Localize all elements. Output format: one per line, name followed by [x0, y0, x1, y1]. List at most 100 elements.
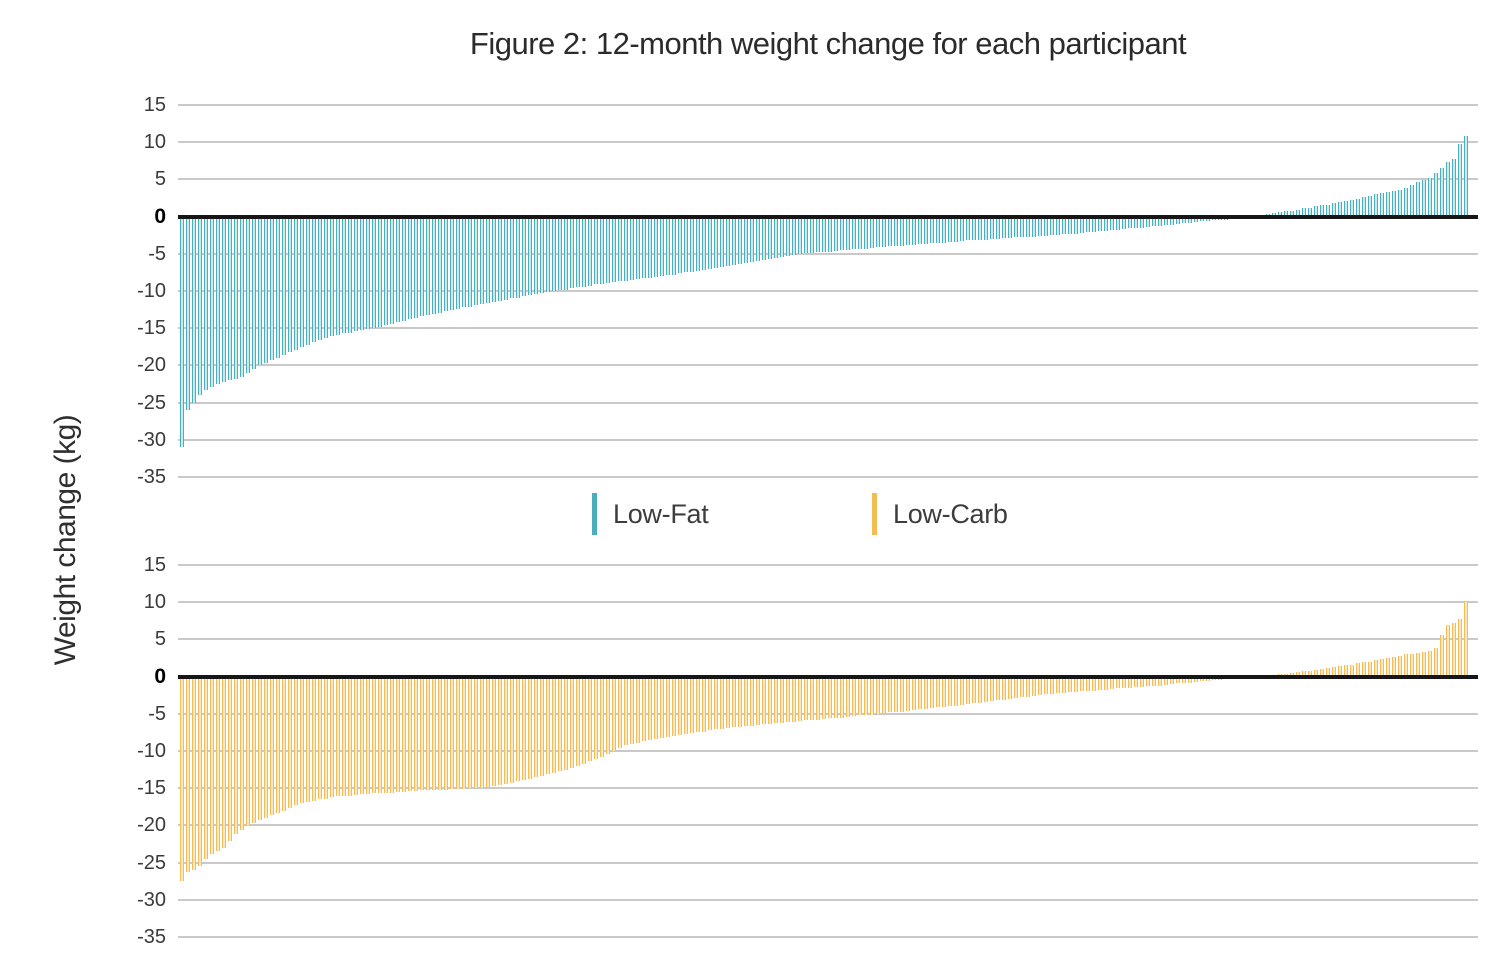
- participant-bar: [768, 216, 772, 259]
- participant-bar: [774, 676, 778, 724]
- participant-bar: [882, 216, 886, 248]
- low-fat-panel: 15 10 5 0 -5 -10 -15 -20 -25 -30 -35: [137, 94, 1478, 488]
- participant-bar: [834, 216, 838, 251]
- participant-bar: [408, 216, 412, 320]
- participant-bar: [624, 216, 628, 281]
- participant-bar: [672, 216, 676, 275]
- participant-bar: [792, 216, 796, 255]
- y-tick-label: 5: [154, 628, 166, 651]
- participant-bar: [504, 216, 508, 300]
- participant-bar: [1362, 662, 1366, 677]
- y-tick-label: 10: [143, 591, 166, 614]
- participant-bar: [450, 676, 454, 789]
- participant-bar: [576, 676, 580, 766]
- participant-bar: [1398, 189, 1402, 217]
- participant-bar: [1338, 202, 1342, 217]
- participant-bar: [1452, 623, 1456, 677]
- participant-bar: [390, 676, 394, 793]
- gridline: [178, 601, 1478, 604]
- participant-bar: [942, 676, 946, 708]
- legend-item-low-carb: Low-Carb: [872, 490, 1008, 538]
- participant-bar: [1044, 216, 1048, 236]
- participant-bar: [444, 216, 448, 312]
- participant-bar: [786, 216, 790, 257]
- legend: Low-Fat Low-Carb: [178, 490, 1478, 538]
- y-tick-label: 15: [143, 554, 166, 576]
- low-carb-legend-swatch: [872, 493, 877, 535]
- participant-bar: [666, 216, 670, 276]
- participant-bar: [438, 676, 442, 790]
- participant-bar: [474, 676, 478, 789]
- participant-bar: [840, 216, 844, 251]
- participant-bar: [744, 216, 748, 263]
- participant-bar: [1458, 144, 1462, 217]
- participant-bar: [258, 216, 262, 366]
- participant-bar: [714, 676, 718, 730]
- participant-bar: [726, 216, 730, 267]
- y-tick-label: 0: [154, 664, 166, 688]
- participant-bar: [984, 216, 988, 240]
- participant-bar: [924, 676, 928, 709]
- participant-bar: [900, 216, 904, 246]
- participant-bar: [786, 676, 790, 722]
- participant-bar: [612, 216, 616, 283]
- participant-bar: [798, 676, 802, 722]
- participant-bar: [246, 216, 250, 373]
- participant-bar: [462, 216, 466, 308]
- participant-bar: [888, 216, 892, 247]
- participant-bar: [984, 676, 988, 702]
- participant-bar: [690, 216, 694, 272]
- participant-bar: [696, 216, 700, 271]
- participant-bar: [456, 676, 460, 789]
- participant-bar: [672, 676, 676, 737]
- participant-bar: [1020, 676, 1024, 698]
- participant-bar: [492, 216, 496, 303]
- participant-bar: [360, 216, 364, 331]
- participant-bar: [960, 676, 964, 705]
- gridline: [178, 290, 1478, 292]
- participant-bar: [1128, 216, 1132, 229]
- participant-bar: [978, 216, 982, 240]
- participant-bar: [186, 676, 190, 872]
- participant-bar: [1458, 618, 1462, 677]
- zero-axis-line: [178, 214, 1478, 219]
- participant-bar: [804, 216, 808, 254]
- participant-bar: [1008, 676, 1012, 699]
- participant-bar: [1464, 136, 1468, 217]
- participant-bar: [534, 676, 538, 778]
- participant-bar: [696, 676, 700, 733]
- participant-bar: [222, 676, 226, 848]
- participant-bar: [330, 676, 334, 798]
- participant-bar: [1026, 216, 1030, 237]
- participant-bar: [234, 216, 238, 379]
- participant-bar: [666, 676, 670, 737]
- participant-bar: [1032, 216, 1036, 237]
- participant-bar: [222, 216, 226, 382]
- participant-bar: [1200, 676, 1204, 682]
- participant-bar: [258, 676, 262, 821]
- participant-bar: [462, 676, 466, 789]
- participant-bar: [240, 216, 244, 377]
- participant-bar: [990, 676, 994, 702]
- participant-bar: [936, 676, 940, 708]
- participant-bar: [1326, 667, 1330, 677]
- participant-bar: [996, 216, 1000, 239]
- participant-bar: [228, 676, 232, 842]
- participant-bar: [834, 676, 838, 718]
- low-fat-legend-swatch: [592, 493, 597, 535]
- participant-bar: [1422, 180, 1426, 217]
- participant-bar: [198, 216, 202, 396]
- participant-bar: [1032, 676, 1036, 696]
- participant-bar: [582, 216, 586, 287]
- participant-bar: [852, 676, 856, 717]
- participant-bar: [1422, 652, 1426, 677]
- participant-bar: [702, 216, 706, 271]
- participant-bar: [378, 676, 382, 794]
- participant-bar: [282, 676, 286, 811]
- gridline: [178, 936, 1478, 938]
- participant-bar: [1086, 676, 1090, 691]
- participant-bar: [1002, 676, 1006, 700]
- participant-bar: [1350, 664, 1354, 677]
- y-tick-label: -5: [148, 242, 166, 265]
